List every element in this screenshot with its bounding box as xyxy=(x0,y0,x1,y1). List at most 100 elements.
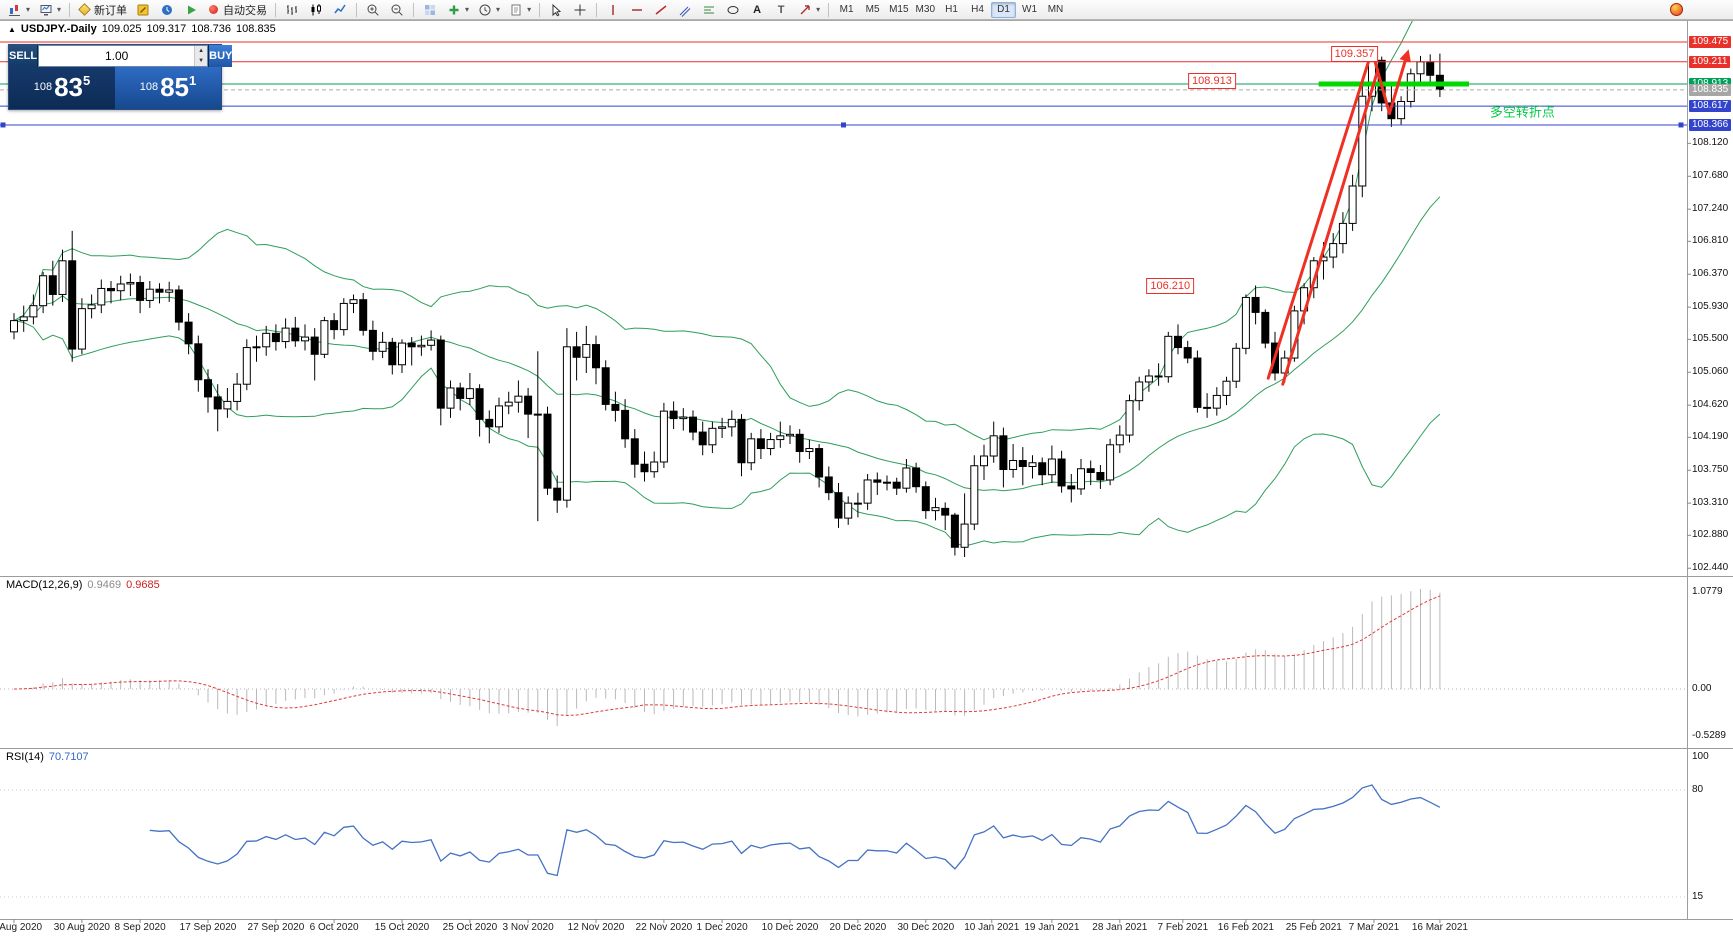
periods-button[interactable]: ▾ xyxy=(474,1,503,19)
sell-price-int: 108 xyxy=(33,81,53,93)
timeframe-button-H1[interactable]: H1 xyxy=(945,4,958,15)
text-button[interactable]: A xyxy=(746,1,768,19)
profiles-button[interactable]: ▾ xyxy=(35,1,64,19)
turning-point-note[interactable]: 多空转折点 xyxy=(1489,104,1555,120)
macd-panel-label: MACD(12,26,9) 0.9469 0.9685 xyxy=(6,579,160,591)
rsi-panel-label: RSI(14) 70.7107 xyxy=(6,751,89,763)
crosshair-button[interactable] xyxy=(569,1,591,19)
metaeditor-button[interactable] xyxy=(132,1,154,19)
zoom-out-button[interactable] xyxy=(386,1,408,19)
macd-signal-value: 0.9685 xyxy=(126,579,160,591)
text-icon: A xyxy=(753,3,762,16)
sell-button[interactable]: SELL xyxy=(9,45,39,67)
trendline-button[interactable] xyxy=(650,1,672,19)
periods-icon xyxy=(477,2,493,17)
price-callout[interactable]: 106.210 xyxy=(1146,278,1195,295)
channel-icon xyxy=(677,2,693,17)
toolbar-separator xyxy=(69,2,71,17)
chart-header: ▲ USDJPY.-Daily 109.025 109.317 108.736 … xyxy=(8,23,276,35)
price-callout[interactable]: 108.913 xyxy=(1188,72,1236,89)
autotrading-button[interactable]: 自动交易 xyxy=(204,1,270,19)
chevron-down-icon: ▾ xyxy=(465,4,470,14)
market-watch-icon xyxy=(159,2,175,17)
volume-input[interactable] xyxy=(39,46,195,66)
bar-chart-button[interactable] xyxy=(281,1,303,19)
horizontal-line-button[interactable] xyxy=(626,1,648,19)
new-order-button[interactable]: 新订单 xyxy=(75,1,130,19)
one-click-trading-panel: SELL ▲ ▼ BUY 108 83 5 108 85 1 xyxy=(8,44,233,110)
timeframe-button-M30[interactable]: M30 xyxy=(915,4,935,15)
chevron-down-icon: ▾ xyxy=(816,4,821,14)
low-value: 108.736 xyxy=(191,23,232,35)
cursor-icon xyxy=(548,2,564,17)
zoom-in-icon xyxy=(365,2,381,17)
zoom-in-button[interactable] xyxy=(362,1,384,19)
volume-spinner: ▲ ▼ xyxy=(194,46,208,66)
volume-increase-button[interactable]: ▲ xyxy=(195,46,208,56)
fibonacci-icon xyxy=(701,2,717,17)
sell-price-button[interactable]: 108 83 5 xyxy=(9,67,115,109)
open-value: 109.025 xyxy=(101,23,142,35)
crosshair-icon xyxy=(572,2,588,17)
timeframe-button-M5[interactable]: M5 xyxy=(865,4,880,15)
buy-price-button[interactable]: 108 85 1 xyxy=(115,67,221,109)
chevron-down-icon: ▾ xyxy=(26,4,31,14)
toolbar-separator xyxy=(356,2,358,17)
price-callout[interactable]: 109.357 xyxy=(1330,45,1379,62)
fibonacci-button[interactable] xyxy=(698,1,720,19)
candles-chart-icon xyxy=(308,2,324,17)
macd-name: MACD(12,26,9) xyxy=(6,579,83,591)
volume-box: ▲ ▼ xyxy=(38,45,209,67)
timeframe-button-H4[interactable]: H4 xyxy=(971,4,984,15)
vertical-line-icon xyxy=(605,2,621,17)
tile-windows-icon xyxy=(422,2,438,17)
timeframe-button-D1[interactable]: D1 xyxy=(991,1,1016,18)
chevron-down-icon: ▾ xyxy=(527,4,532,14)
tile-windows-button[interactable] xyxy=(419,1,441,19)
vertical-line-button[interactable] xyxy=(602,1,624,19)
line-chart-button[interactable] xyxy=(329,1,351,19)
toolbar-separator xyxy=(275,2,277,17)
timeframe-button-M15[interactable]: M15 xyxy=(889,4,909,15)
arrows-button[interactable]: ▾ xyxy=(794,1,823,19)
buy-price-pips: 85 xyxy=(160,72,190,102)
ellipse-icon xyxy=(725,2,741,17)
frame-layer xyxy=(0,20,1733,923)
chart-new-icon xyxy=(7,2,23,17)
indicators-button[interactable]: ▾ xyxy=(443,1,472,19)
timeframe-button-W1[interactable]: W1 xyxy=(1022,4,1037,15)
channel-button[interactable] xyxy=(674,1,696,19)
toolbar-separator xyxy=(539,2,541,17)
macd-layer xyxy=(0,589,1687,727)
line-chart-icon xyxy=(332,2,348,17)
market-watch-button[interactable] xyxy=(156,1,178,19)
rsi-value: 70.7107 xyxy=(48,751,89,763)
cursor-button[interactable] xyxy=(545,1,567,19)
profiles-icon xyxy=(38,2,54,17)
ellipse-button[interactable] xyxy=(722,1,744,19)
annotations-layer xyxy=(0,41,1687,386)
templates-button[interactable]: ▾ xyxy=(505,1,534,19)
main-toolbar: ▾ ▾ 新订单 自动交易 ▾ ▾ ▾ A T ▾ M1 M5 M15 M30 H1 H4 D… xyxy=(0,0,1733,20)
strategy-tester-button[interactable] xyxy=(180,1,202,19)
close-value: 108.835 xyxy=(236,23,276,35)
toolbar-separator xyxy=(596,2,598,17)
horizontal-line-icon xyxy=(629,2,645,17)
arrows-icon xyxy=(797,2,813,17)
label-button[interactable]: T xyxy=(770,1,792,19)
timeframe-button-M1[interactable]: M1 xyxy=(839,4,854,15)
chevron-down-icon: ▾ xyxy=(496,4,501,14)
community-icon[interactable] xyxy=(1670,3,1683,16)
toolbar-separator xyxy=(828,2,830,17)
candle-chart-button[interactable] xyxy=(305,1,327,19)
new-order-label: 新订单 xyxy=(94,4,128,17)
new-chart-button[interactable]: ▾ xyxy=(4,1,33,19)
one-click-collapse-arrow[interactable]: ▲ xyxy=(8,24,16,34)
volume-decrease-button[interactable]: ▼ xyxy=(195,56,208,66)
rsi-layer xyxy=(0,784,1687,898)
buy-button[interactable]: BUY xyxy=(208,45,233,67)
autotrading-icon xyxy=(209,5,219,14)
timeframe-button-MN[interactable]: MN xyxy=(1047,4,1064,15)
zoom-out-icon xyxy=(389,2,405,17)
